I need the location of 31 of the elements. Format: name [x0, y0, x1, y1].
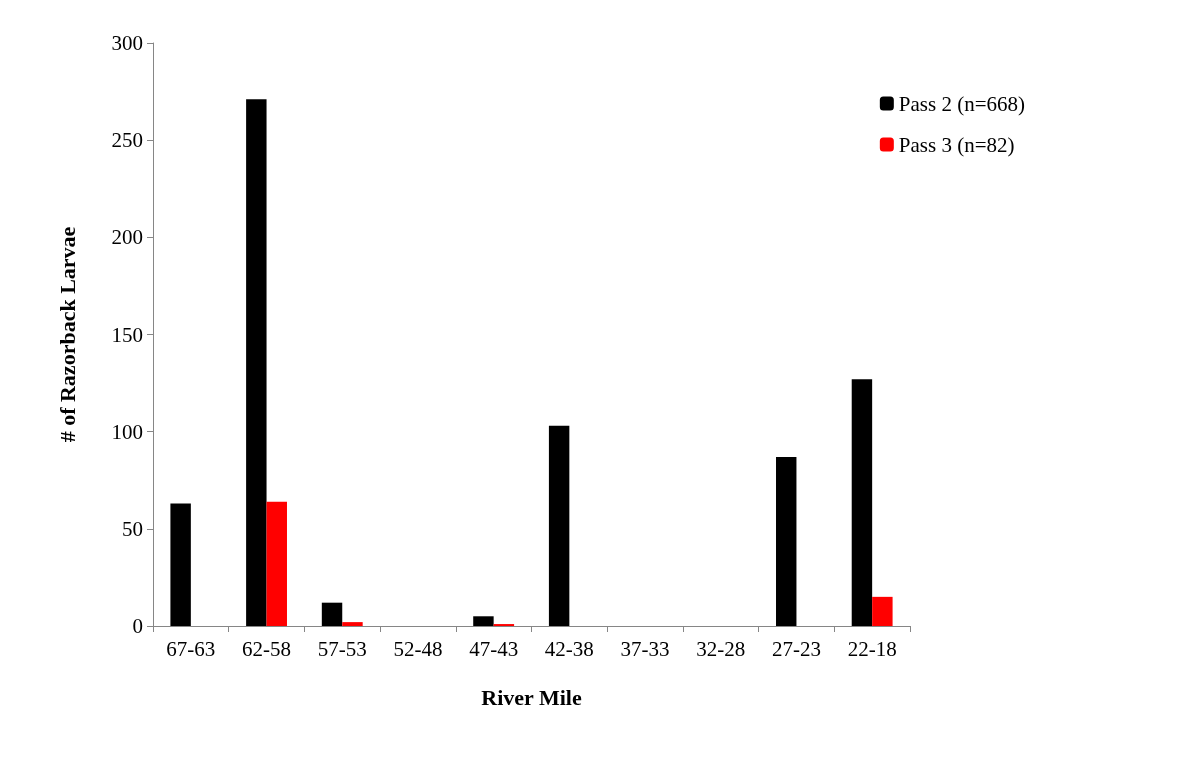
bar	[170, 503, 191, 626]
y-tick-label: 150	[111, 322, 143, 347]
bar	[851, 379, 873, 626]
bar	[342, 622, 363, 626]
x-tick-label: 47-43	[469, 636, 519, 661]
bar	[776, 456, 797, 626]
bar	[246, 99, 267, 626]
bar	[266, 501, 287, 626]
legend-label: Pass 3 (n=82)	[898, 132, 1015, 157]
bar	[872, 596, 893, 626]
bar	[321, 602, 343, 626]
y-tick-label: 250	[111, 128, 143, 153]
legend-label: Pass 2 (n=668)	[898, 91, 1026, 116]
y-tick-label: 100	[111, 419, 143, 444]
bar	[473, 616, 494, 626]
x-tick-label: 22-18	[847, 636, 897, 661]
x-tick-label: 52-48	[393, 636, 443, 661]
x-tick-label: 57-53	[317, 636, 367, 661]
x-tick-label: 37-33	[620, 636, 670, 661]
y-tick-label: 300	[111, 31, 143, 55]
y-tick-label: 200	[111, 225, 143, 250]
x-tick-label: 67-63	[166, 636, 216, 661]
x-tick-label: 62-58	[242, 636, 292, 661]
y-axis-title: # of Razorback Larvae	[54, 226, 80, 443]
x-tick-label: 42-38	[544, 636, 594, 661]
y-tick-label: 0	[132, 614, 143, 638]
x-axis-title: River Mile	[481, 684, 582, 710]
bar	[548, 425, 570, 626]
y-tick-label: 50	[122, 516, 143, 541]
x-tick-label: 27-23	[771, 636, 821, 661]
x-tick-label: 32-28	[696, 636, 746, 661]
